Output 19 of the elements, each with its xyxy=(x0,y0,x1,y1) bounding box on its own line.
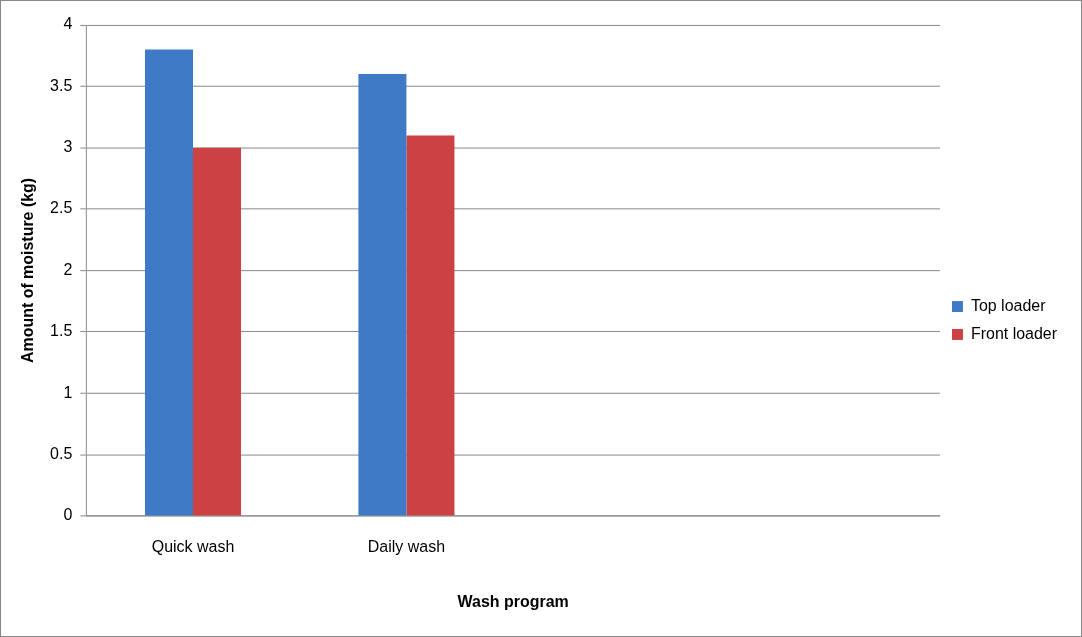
y-axis-title: Amount of moisture (kg) xyxy=(18,177,36,364)
bar xyxy=(193,147,242,516)
y-tick-label: 2.5 xyxy=(50,199,73,217)
y-tick-label: 3 xyxy=(63,138,73,156)
x-tick-label: Daily wash xyxy=(367,537,446,555)
y-tick-label: 1 xyxy=(63,383,73,401)
y-tick-label: 2 xyxy=(63,260,73,278)
y-tick-label: 0 xyxy=(63,506,73,524)
bar xyxy=(406,135,455,516)
legend-label: Front loader xyxy=(970,324,1058,342)
x-tick-label: Quick wash xyxy=(151,537,235,555)
y-tick-label: 4 xyxy=(63,15,73,33)
y-tick-label: 0.5 xyxy=(50,445,73,462)
bar xyxy=(144,49,193,516)
legend-label: Top loader xyxy=(970,296,1047,314)
y-tick-label: 3.5 xyxy=(50,76,73,94)
bar xyxy=(358,74,407,516)
x-axis-title: Wash program xyxy=(457,592,569,610)
y-tick-label: 1.5 xyxy=(50,322,73,340)
